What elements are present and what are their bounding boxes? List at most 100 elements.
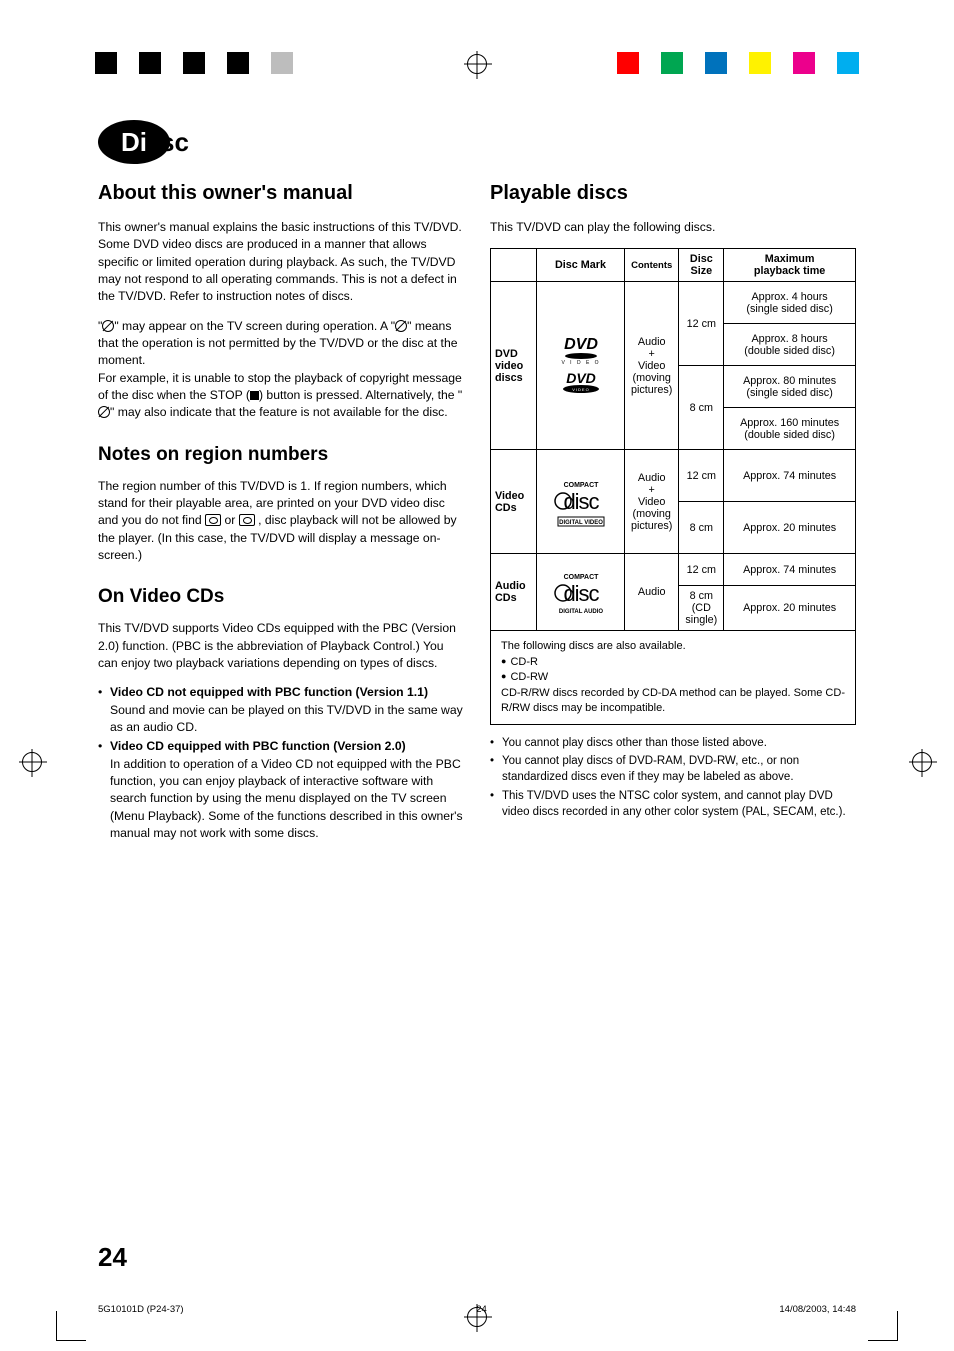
txt: DVD bbox=[495, 348, 518, 360]
cell-group-label: Audio CDs bbox=[491, 554, 537, 631]
txt: Disc bbox=[690, 253, 713, 265]
txt: + bbox=[649, 348, 655, 360]
cell-time: Approx. 74 minutes bbox=[724, 554, 856, 586]
heading-about: About this owner's manual bbox=[98, 182, 464, 205]
cell-disc-mark: COMPACT disc DIGITAL AUDIO bbox=[537, 554, 625, 631]
txt: playback time bbox=[754, 265, 825, 277]
column-right: Playable discs This TV/DVD can play the … bbox=[490, 176, 856, 844]
th-maxtime: Maximum playback time bbox=[724, 249, 856, 282]
para-about: This owner's manual explains the basic i… bbox=[98, 219, 464, 306]
print-marks-right bbox=[617, 52, 859, 79]
txt: (moving bbox=[633, 372, 671, 384]
vcd-list: •Video CD not equipped with PBC function… bbox=[98, 684, 464, 842]
cell-size: 8 cm bbox=[679, 502, 724, 554]
registration-mark-left bbox=[22, 752, 42, 772]
heading-vcd: On Video CDs bbox=[98, 586, 464, 608]
txt: ) button is pressed. Alternatively, the … bbox=[259, 388, 462, 402]
stop-icon bbox=[250, 391, 259, 400]
txt: or bbox=[221, 513, 239, 527]
svg-text:disc: disc bbox=[563, 581, 599, 606]
page-content: Di sc About this owner's manual This own… bbox=[98, 120, 856, 844]
txt: Approx. 160 minutes bbox=[740, 417, 839, 429]
cell-group-label: Video CDs bbox=[491, 450, 537, 554]
cell-time: Approx. 4 hours (single sided disc) bbox=[724, 282, 856, 324]
txt: Approx. 8 hours bbox=[751, 333, 827, 345]
list-item: •This TV/DVD uses the NTSC color system,… bbox=[490, 788, 856, 820]
txt: Approx. 4 hours bbox=[751, 291, 827, 303]
cell-time: Approx. 8 hours (double sided disc) bbox=[724, 324, 856, 366]
cell-time: Approx. 80 minutes (single sided disc) bbox=[724, 366, 856, 408]
txt: Size bbox=[691, 265, 713, 277]
svg-text:COMPACT: COMPACT bbox=[563, 574, 599, 581]
table-header-row: Disc Mark Contents Disc Size Maximum pla… bbox=[491, 249, 856, 282]
cell-time: Approx. 74 minutes bbox=[724, 450, 856, 502]
svg-text:DIGITAL VIDEO: DIGITAL VIDEO bbox=[559, 520, 603, 526]
table-row: DVD video discs DVD V I D E O DVD VIDEO bbox=[491, 282, 856, 324]
txt: Video bbox=[638, 360, 665, 372]
txt: CD-RW bbox=[501, 670, 845, 685]
txt: + bbox=[649, 484, 655, 496]
cell-contents: Audio + Video (moving pictures) bbox=[625, 282, 679, 450]
txt: (double sided disc) bbox=[744, 345, 835, 357]
table-row: Video CDs COMPACT disc DIGITAL VIDEO bbox=[491, 450, 856, 502]
txt: Video bbox=[495, 490, 524, 502]
txt: video bbox=[495, 360, 523, 372]
print-marks-left bbox=[95, 52, 293, 79]
list-item: •Video CD equipped with PBC function (Ve… bbox=[98, 738, 464, 842]
cell-size: 8 cm bbox=[679, 366, 724, 450]
list-item: •You cannot play discs of DVD-RAM, DVD-R… bbox=[490, 753, 856, 785]
txt: CDs bbox=[495, 592, 517, 604]
svg-text:DVD: DVD bbox=[566, 370, 596, 386]
txt: CDs bbox=[495, 502, 517, 514]
dvd-logo-icon: DVD V I D E O DVD VIDEO bbox=[546, 331, 616, 401]
prohibit-icon bbox=[395, 320, 407, 332]
txt: " may also indicate that the feature is … bbox=[110, 405, 448, 419]
para-vcd: This TV/DVD supports Video CDs equipped … bbox=[98, 620, 464, 672]
svg-text:DVD: DVD bbox=[564, 336, 598, 353]
cell-group-label: DVD video discs bbox=[491, 282, 537, 450]
txt: CD-R/RW discs recorded by CD-DA method c… bbox=[501, 686, 845, 717]
table-footnote: The following discs are also available. … bbox=[490, 631, 856, 725]
column-left: About this owner's manual This owner's m… bbox=[98, 176, 464, 844]
th-size: Disc Size bbox=[679, 249, 724, 282]
list-item: •You cannot play discs other than those … bbox=[490, 735, 856, 751]
region-icon bbox=[205, 514, 221, 526]
th-contents: Contents bbox=[625, 249, 679, 282]
txt: Audio bbox=[638, 336, 666, 348]
footer-right: 14/08/2003, 14:48 bbox=[779, 1304, 856, 1315]
registration-mark-bottom bbox=[467, 1307, 487, 1327]
txt: CD-R bbox=[501, 655, 845, 670]
th-blank bbox=[491, 249, 537, 282]
page-number: 24 bbox=[98, 1242, 127, 1273]
svg-text:VIDEO: VIDEO bbox=[572, 387, 589, 392]
list-item: •Video CD not equipped with PBC function… bbox=[98, 684, 464, 736]
txt: pictures) bbox=[631, 384, 672, 396]
txt: 8 cm bbox=[690, 590, 713, 602]
cell-size: 12 cm bbox=[679, 450, 724, 502]
txt: " may appear on the TV screen during ope… bbox=[114, 319, 395, 333]
cell-contents: Audio bbox=[625, 554, 679, 631]
cell-contents: Audio + Video (moving pictures) bbox=[625, 450, 679, 554]
svg-text:disc: disc bbox=[563, 489, 599, 514]
txt: (double sided disc) bbox=[744, 429, 835, 441]
txt: (CD bbox=[692, 602, 711, 614]
txt: pictures) bbox=[631, 520, 672, 532]
txt: (single sided disc) bbox=[746, 303, 832, 315]
txt: Approx. 80 minutes bbox=[743, 375, 836, 387]
badge-oval: Di bbox=[98, 120, 170, 164]
txt: (moving bbox=[633, 508, 671, 520]
registration-mark-top bbox=[467, 54, 487, 74]
txt: Video bbox=[638, 496, 665, 508]
svg-text:V I D E O: V I D E O bbox=[561, 360, 600, 366]
registration-mark-right bbox=[912, 752, 932, 772]
disc-table: Disc Mark Contents Disc Size Maximum pla… bbox=[490, 248, 856, 631]
two-columns: About this owner's manual This owner's m… bbox=[98, 176, 856, 844]
prohibit-icon bbox=[102, 320, 114, 332]
para-prohibit: "" may appear on the TV screen during op… bbox=[98, 318, 464, 370]
prohibit-icon bbox=[98, 406, 110, 418]
cell-disc-mark: COMPACT disc DIGITAL VIDEO bbox=[537, 450, 625, 554]
cell-time: Approx. 160 minutes (double sided disc) bbox=[724, 408, 856, 450]
section-badge: Di sc bbox=[98, 120, 189, 164]
cell-time: Approx. 20 minutes bbox=[724, 586, 856, 631]
txt: (single sided disc) bbox=[746, 387, 832, 399]
